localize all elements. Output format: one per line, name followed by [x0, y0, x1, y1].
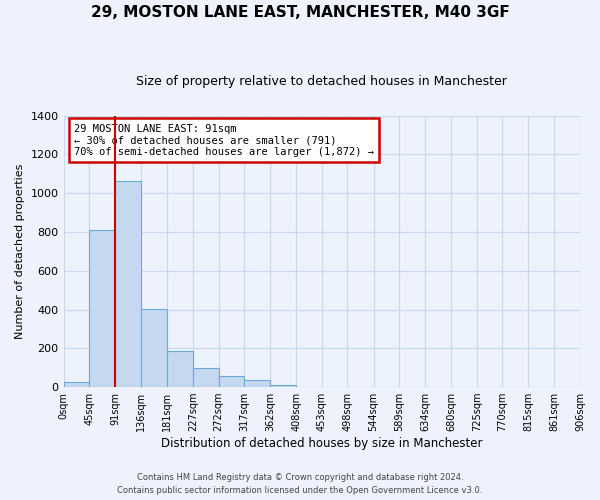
Bar: [141, 308, 167, 387]
Bar: [218, 376, 244, 387]
Text: 29 MOSTON LANE EAST: 91sqm
← 30% of detached houses are smaller (791)
70% of sem: 29 MOSTON LANE EAST: 91sqm ← 30% of deta…: [74, 124, 374, 157]
Bar: [167, 351, 193, 387]
Bar: [244, 380, 270, 387]
Text: 29, MOSTON LANE EAST, MANCHESTER, M40 3GF: 29, MOSTON LANE EAST, MANCHESTER, M40 3G…: [91, 5, 509, 20]
Bar: [89, 230, 115, 387]
X-axis label: Distribution of detached houses by size in Manchester: Distribution of detached houses by size …: [161, 437, 482, 450]
Bar: [270, 385, 296, 387]
Bar: [193, 368, 218, 387]
Bar: [115, 182, 141, 387]
Title: Size of property relative to detached houses in Manchester: Size of property relative to detached ho…: [136, 75, 507, 88]
Y-axis label: Number of detached properties: Number of detached properties: [15, 164, 25, 339]
Bar: [64, 382, 89, 387]
Text: Contains HM Land Registry data © Crown copyright and database right 2024.
Contai: Contains HM Land Registry data © Crown c…: [118, 473, 482, 495]
